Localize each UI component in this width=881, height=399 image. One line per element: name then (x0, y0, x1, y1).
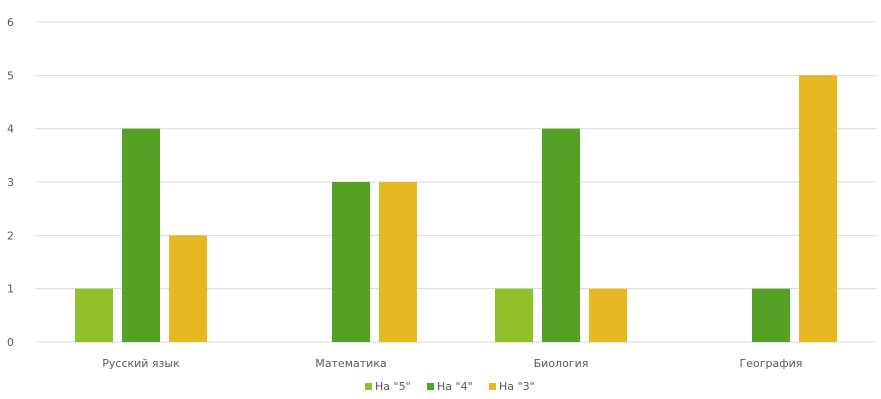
bar-na-5 (75, 288, 113, 342)
legend-swatch (427, 383, 434, 390)
legend-label: На "5" (375, 380, 411, 393)
x-category-label: Математика (315, 357, 386, 370)
bar-na-3 (379, 182, 417, 342)
bars (75, 75, 837, 342)
legend-swatch (365, 383, 372, 390)
bar-na-3 (169, 235, 207, 342)
gridlines (36, 21, 876, 343)
bar-na-4 (332, 182, 370, 342)
bar-na-3 (589, 288, 627, 342)
x-category-label: Биология (534, 357, 589, 370)
x-category-label: География (740, 357, 803, 370)
y-tick-label: 3 (7, 176, 14, 189)
y-tick-label: 5 (7, 69, 14, 82)
y-axis-ticks: 0 1 2 3 4 5 6 (7, 16, 14, 349)
bar-na-3 (799, 75, 837, 342)
legend-label: На "4" (437, 380, 473, 393)
y-tick-label: 1 (7, 283, 14, 296)
y-tick-label: 0 (7, 336, 14, 349)
legend-swatch (489, 383, 496, 390)
legend: На "5" На "4" На "3" (365, 380, 535, 393)
x-axis-categories: Русский язык Математика Биология География (102, 357, 802, 370)
y-tick-label: 6 (7, 16, 14, 29)
bar-na-5 (495, 288, 533, 342)
x-category-label: Русский язык (102, 357, 180, 370)
y-tick-label: 4 (7, 123, 14, 136)
bar-na-4 (752, 288, 790, 342)
legend-label: На "3" (499, 380, 535, 393)
y-tick-label: 2 (7, 229, 14, 242)
bar-na-4 (542, 128, 580, 342)
bar-na-4 (122, 128, 160, 342)
